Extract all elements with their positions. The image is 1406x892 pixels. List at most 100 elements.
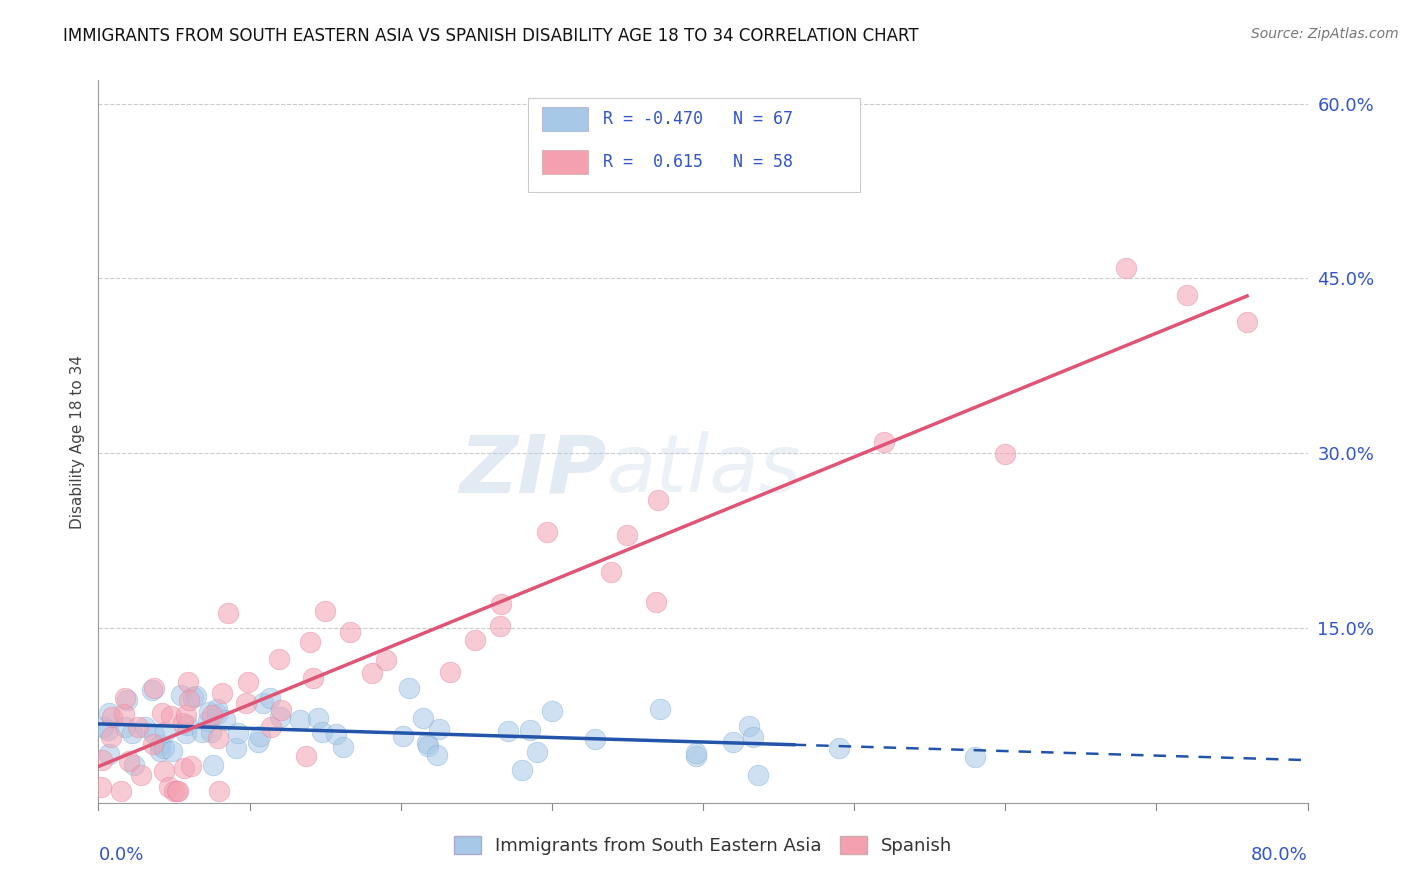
Point	[149, 738, 172, 752]
Point	[873, 434, 896, 449]
Point	[117, 692, 139, 706]
Point	[129, 768, 152, 782]
Point	[536, 525, 558, 540]
Point	[398, 681, 420, 695]
Text: Source: ZipAtlas.com: Source: ZipAtlas.com	[1251, 27, 1399, 41]
Point	[235, 697, 257, 711]
Point	[489, 597, 512, 611]
Point	[252, 696, 274, 710]
Point	[114, 691, 136, 706]
Point	[519, 723, 541, 737]
Text: 80.0%: 80.0%	[1251, 847, 1308, 864]
Point	[91, 753, 114, 767]
Point	[153, 741, 176, 756]
Point	[217, 606, 239, 620]
Point	[307, 711, 329, 725]
Point	[498, 724, 520, 739]
Point	[197, 714, 219, 728]
Point	[184, 689, 207, 703]
Text: R =  0.615   N = 58: R = 0.615 N = 58	[603, 153, 793, 171]
Point	[375, 652, 398, 666]
Point	[197, 706, 219, 720]
Point	[648, 702, 671, 716]
Point	[439, 665, 461, 679]
Point	[616, 528, 638, 542]
Point	[110, 784, 132, 798]
Point	[177, 692, 200, 706]
Point	[299, 635, 322, 649]
Point	[685, 746, 707, 760]
Point	[134, 721, 156, 735]
Point	[207, 702, 229, 716]
Point	[1175, 288, 1198, 302]
Point	[180, 759, 202, 773]
Point	[269, 709, 291, 723]
Point	[177, 675, 200, 690]
Text: R = -0.470   N = 67: R = -0.470 N = 67	[603, 110, 793, 128]
Point	[207, 731, 229, 745]
Point	[294, 749, 316, 764]
Point	[118, 754, 141, 768]
Point	[142, 727, 165, 741]
Point	[721, 735, 744, 749]
Point	[685, 749, 707, 764]
Point	[121, 725, 143, 739]
Point	[159, 708, 181, 723]
Point	[965, 750, 987, 764]
Point	[1236, 315, 1258, 329]
FancyBboxPatch shape	[527, 98, 860, 193]
Text: IMMIGRANTS FROM SOUTH EASTERN ASIA VS SPANISH DISABILITY AGE 18 TO 34 CORRELATIO: IMMIGRANTS FROM SOUTH EASTERN ASIA VS SP…	[63, 27, 920, 45]
Point	[166, 784, 188, 798]
Point	[391, 730, 413, 744]
Point	[600, 565, 623, 579]
Point	[290, 713, 312, 727]
Point	[97, 723, 120, 738]
Point	[226, 726, 249, 740]
Point	[155, 725, 177, 739]
Point	[416, 739, 439, 754]
Point	[339, 625, 361, 640]
Point	[97, 747, 120, 761]
Point	[325, 727, 347, 741]
Point	[142, 737, 165, 751]
Point	[208, 784, 231, 798]
Point	[160, 744, 183, 758]
Point	[246, 735, 269, 749]
Point	[127, 721, 149, 735]
Point	[101, 710, 124, 724]
Point	[143, 681, 166, 695]
Point	[361, 666, 384, 681]
Point	[270, 703, 292, 717]
Point	[738, 719, 761, 733]
Point	[90, 780, 112, 794]
Text: 0.0%: 0.0%	[98, 847, 143, 864]
Legend: Immigrants from South Eastern Asia, Spanish: Immigrants from South Eastern Asia, Span…	[446, 829, 960, 863]
Point	[747, 768, 769, 782]
Point	[205, 707, 228, 722]
Point	[260, 720, 283, 734]
Point	[259, 691, 281, 706]
Point	[994, 447, 1017, 461]
Point	[742, 730, 765, 744]
FancyBboxPatch shape	[543, 107, 588, 131]
Point	[426, 747, 449, 762]
Point	[172, 715, 194, 730]
Point	[645, 595, 668, 609]
Point	[176, 726, 198, 740]
Point	[112, 707, 135, 722]
Point	[114, 720, 136, 734]
Point	[157, 780, 180, 794]
Point	[191, 725, 214, 739]
Point	[214, 713, 236, 727]
Point	[211, 686, 233, 700]
Point	[541, 704, 564, 718]
Point	[202, 758, 225, 772]
Point	[181, 690, 204, 704]
Point	[415, 736, 437, 750]
Point	[412, 711, 434, 725]
Point	[510, 763, 533, 777]
Point	[141, 683, 163, 698]
Point	[91, 719, 114, 733]
Point	[429, 722, 451, 736]
Point	[464, 632, 486, 647]
